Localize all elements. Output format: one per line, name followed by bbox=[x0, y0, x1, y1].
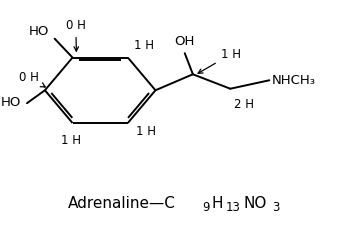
Text: 3: 3 bbox=[273, 201, 280, 214]
Text: 2 H: 2 H bbox=[234, 98, 254, 111]
Text: 13: 13 bbox=[225, 201, 240, 214]
Text: 1 H: 1 H bbox=[134, 39, 154, 52]
Text: 0 H: 0 H bbox=[19, 71, 45, 87]
Text: Adrenaline—C: Adrenaline—C bbox=[68, 196, 176, 212]
Text: 1 H: 1 H bbox=[61, 134, 81, 147]
Text: NO: NO bbox=[244, 196, 267, 212]
Text: OH: OH bbox=[175, 35, 195, 48]
Text: HO: HO bbox=[1, 96, 22, 109]
Text: HO: HO bbox=[29, 25, 49, 38]
Text: 9: 9 bbox=[202, 201, 209, 214]
Text: 1 H: 1 H bbox=[198, 48, 241, 73]
Text: 1 H: 1 H bbox=[136, 125, 156, 138]
Text: 0 H: 0 H bbox=[66, 19, 86, 51]
Text: NHCH₃: NHCH₃ bbox=[271, 74, 315, 87]
Text: H: H bbox=[211, 196, 222, 212]
